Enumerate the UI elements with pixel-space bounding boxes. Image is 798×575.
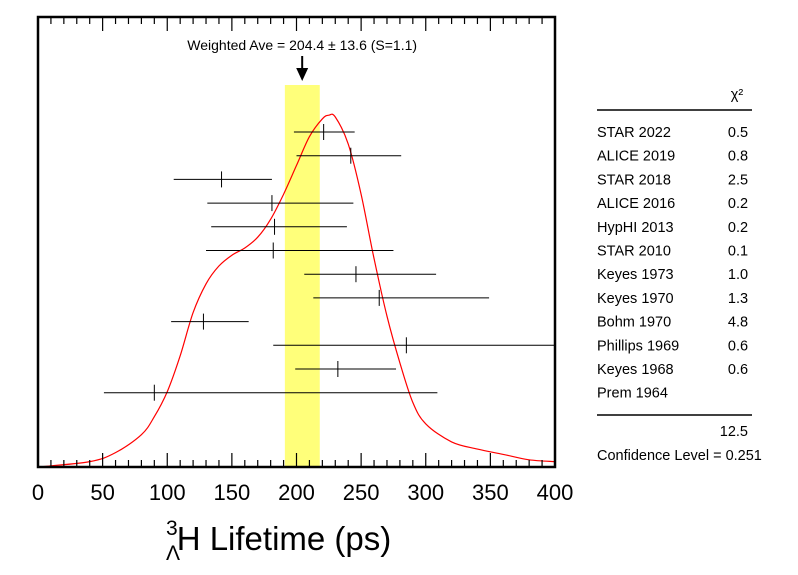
- measurement-label: ALICE 2016: [597, 196, 675, 212]
- chi2-value: 0.6: [728, 338, 748, 354]
- chi2-value: 0.5: [728, 125, 748, 141]
- chi2-value: 0.1: [728, 244, 748, 260]
- chi2-value: 0.2: [728, 220, 748, 236]
- chi2-total: 12.5: [720, 424, 748, 440]
- chi2-value: 1.0: [728, 267, 748, 283]
- chi2-value: 0.2: [728, 196, 748, 212]
- ideogram-curve: [37, 113, 556, 468]
- confidence-level: Confidence Level = 0.251: [597, 448, 762, 464]
- x-tick-label: 50: [90, 480, 114, 505]
- chi2-value: 0.6: [728, 362, 748, 378]
- xlabel-base: H: [177, 520, 201, 557]
- weighted-average-band: [284, 85, 320, 467]
- x-tick-label: 250: [343, 480, 380, 505]
- x-tick-label: 0: [32, 480, 44, 505]
- chi2-column-header: χ²: [731, 87, 744, 103]
- measurement-label: STAR 2010: [597, 244, 671, 260]
- weighted-average-label: Weighted Ave = 204.4 ± 13.6 (S=1.1): [187, 37, 417, 53]
- measurement-label: STAR 2022: [597, 125, 671, 141]
- x-tick-label: 300: [407, 480, 444, 505]
- chi2-value: 4.8: [728, 315, 748, 331]
- measurement-label: STAR 2018: [597, 172, 671, 188]
- weighted-average-arrow-head: [296, 68, 309, 81]
- xlabel-rest: Lifetime (ps): [201, 520, 392, 557]
- measurement-label: Bohm 1970: [597, 315, 671, 331]
- measurement-label: Keyes 1970: [597, 291, 674, 307]
- measurement-label: Keyes 1973: [597, 267, 674, 283]
- x-tick-label: 100: [149, 480, 186, 505]
- x-axis-title: 3H Lifetime (ps): [166, 517, 391, 557]
- x-tick-label: 200: [278, 480, 315, 505]
- chi2-value: 2.5: [728, 172, 748, 188]
- xlabel-subscript: Λ: [166, 542, 180, 565]
- measurement-label: HypHI 2013: [597, 220, 674, 236]
- chi2-value: 1.3: [728, 291, 748, 307]
- x-tick-label: 350: [472, 480, 509, 505]
- x-tick-label: 400: [537, 480, 574, 505]
- measurement-label: ALICE 2019: [597, 149, 675, 165]
- measurement-label: Keyes 1968: [597, 362, 674, 378]
- chi2-value: 0.8: [728, 149, 748, 165]
- x-tick-label: 150: [214, 480, 251, 505]
- xlabel-superscript: 3: [166, 517, 178, 540]
- measurement-label: Phillips 1969: [597, 338, 679, 354]
- measurement-label: Prem 1964: [597, 386, 668, 402]
